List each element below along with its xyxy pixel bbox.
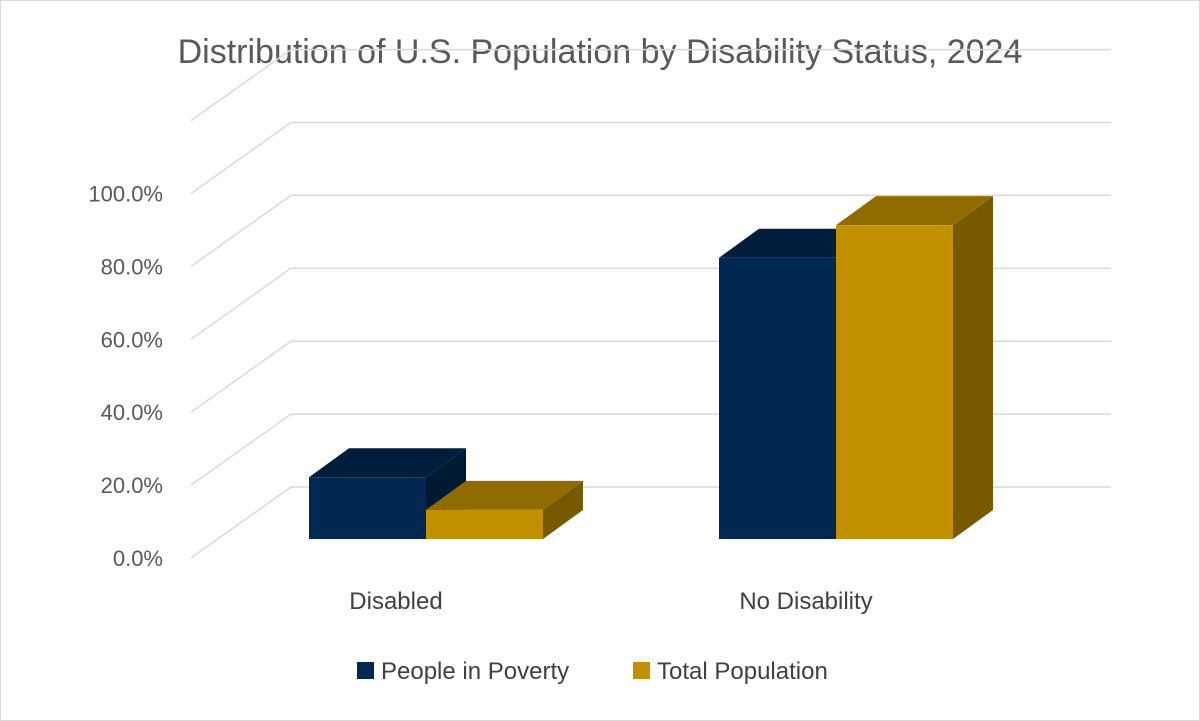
y-axis-ticks: 0.0% 20.0% 40.0% 60.0% 80.0% 100.0% <box>88 182 163 572</box>
bar <box>309 477 426 539</box>
legend-label: Total Population <box>657 658 828 685</box>
legend-swatch <box>633 662 650 679</box>
gridline <box>190 194 1111 268</box>
bar-top <box>309 448 466 478</box>
x-category-label: No Disability <box>739 588 872 615</box>
legend: People in Poverty Total Population <box>357 658 828 685</box>
x-category-label: Disabled <box>349 588 442 615</box>
gridline <box>190 121 1111 195</box>
chart-title: Distribution of U.S. Population by Disab… <box>178 33 1023 71</box>
legend-swatch <box>357 662 374 679</box>
y-tick-label: 40.0% <box>101 400 163 425</box>
bar <box>836 225 953 539</box>
bar <box>426 509 543 539</box>
legend-label: People in Poverty <box>381 658 569 685</box>
bar-side <box>543 480 583 539</box>
bar-side <box>953 196 993 539</box>
y-tick-label: 60.0% <box>101 327 163 352</box>
bar-top <box>836 196 993 226</box>
bar <box>719 257 836 539</box>
gridlines <box>190 48 1111 559</box>
gridline <box>190 48 1111 122</box>
y-tick-label: 0.0% <box>113 546 163 571</box>
y-tick-label: 20.0% <box>101 473 163 498</box>
bars <box>309 196 993 540</box>
bar-top <box>426 480 583 510</box>
x-axis-categories: Disabled No Disability <box>349 588 872 615</box>
y-tick-label: 80.0% <box>101 254 163 279</box>
y-tick-label: 100.0% <box>88 182 163 207</box>
